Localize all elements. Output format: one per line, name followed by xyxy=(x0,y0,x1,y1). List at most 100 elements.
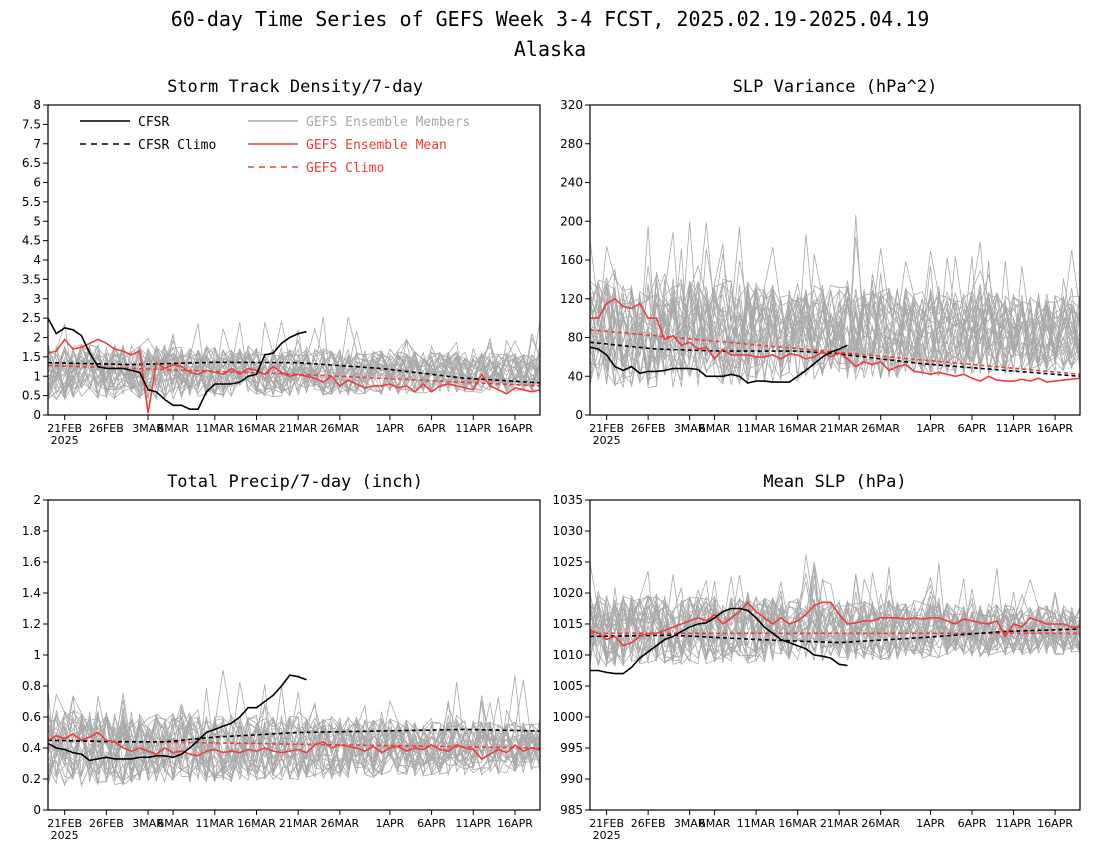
ensemble-member-line xyxy=(47,703,541,783)
x-tick-label: 16APR xyxy=(497,422,533,435)
x-tick-label: 21MAR xyxy=(820,817,859,830)
x-tick-label: 11MAR xyxy=(737,817,776,830)
legend: CFSR CFSR Climo GEFS Ensemble Members GE… xyxy=(80,115,470,176)
y-tick-label: 1 xyxy=(33,369,41,383)
ensemble-member-line xyxy=(47,712,541,782)
ensemble-member-line xyxy=(589,587,1081,668)
main-subtitle: Alaska xyxy=(514,37,586,61)
x-tick-label: 16MAR xyxy=(237,422,276,435)
y-tick-label: 1.2 xyxy=(22,617,41,631)
x-tick-label: 16APR xyxy=(1037,817,1073,830)
x-tick-label: 21FEB xyxy=(589,422,624,435)
x-tick-label: 3MAR xyxy=(674,422,706,435)
x-tick-label: 21FEB xyxy=(47,422,82,435)
gefs-ensemble-mean-line xyxy=(47,731,541,760)
x-tick-label: 11MAR xyxy=(195,422,234,435)
panel-mean-slp: Mean SLP (hPa) 985 990 995 1000 1005 1010 1015… xyxy=(552,472,1081,842)
plot-area xyxy=(589,554,1081,675)
x-tick-label: 6MAR xyxy=(157,817,189,830)
y-tick-label: 6 xyxy=(33,176,41,190)
x-tick-label: 6MAR xyxy=(699,422,731,435)
y-tick-label: 0 xyxy=(575,408,583,422)
y-tick-label: 8 xyxy=(33,98,41,112)
y-tick-label: 40 xyxy=(568,369,583,383)
cfsr-line xyxy=(47,317,307,411)
x-tick-label: 21FEB xyxy=(589,817,624,830)
gefs-ensemble-mean-line xyxy=(590,297,1081,383)
y-tick-label: 985 xyxy=(560,803,583,817)
y-tick-label: 7 xyxy=(33,137,41,151)
y-tick-label: 320 xyxy=(560,98,583,112)
y-tick-label: 7.5 xyxy=(22,117,41,131)
ensemble-member-line xyxy=(589,278,1081,381)
y-tick-label: 1.8 xyxy=(22,524,41,538)
x-tick-label: 3MAR xyxy=(132,817,164,830)
x-tick-label: 1APR xyxy=(916,817,945,830)
cfsr-line xyxy=(589,344,848,384)
panel-slp-variance: SLP Variance (hPa^2) 0 40 80 120 160 200 240 28… xyxy=(560,77,1081,447)
legend-cfsr-climo-label: CFSR Climo xyxy=(138,138,216,153)
x-tick-label: 1APR xyxy=(916,422,945,435)
panel-total-precip: Total Precip/7-day (inch) 0 0.2 0.4 0.6 0.8 1… xyxy=(22,472,541,842)
plot-area xyxy=(47,316,541,414)
ensemble-member-line xyxy=(47,690,541,780)
x-tick-label: 26MAR xyxy=(861,422,900,435)
ensemble-member-line xyxy=(47,323,541,395)
x-tick-label: 26MAR xyxy=(861,817,900,830)
x-year-label: 2025 xyxy=(593,829,621,842)
gefs-ensemble-mean-line xyxy=(589,601,1080,647)
legend-gefs-climo-label: GEFS Climo xyxy=(306,161,384,176)
x-tick-label: 6APR xyxy=(958,422,987,435)
x-tick-label: 16MAR xyxy=(778,422,817,435)
y-tick-label: 1005 xyxy=(552,679,583,693)
x-tick-label: 11APR xyxy=(996,422,1032,435)
ensemble-member-line xyxy=(47,715,541,786)
y-tick-label: 2 xyxy=(33,331,41,345)
y-tick-label: 6.5 xyxy=(22,156,41,170)
gefs-climo-line xyxy=(589,329,1081,376)
x-tick-label: 26FEB xyxy=(631,817,666,830)
x-tick-label: 11APR xyxy=(996,817,1032,830)
ensemble-member-line xyxy=(47,695,541,781)
y-tick-label: 1.4 xyxy=(22,586,41,600)
y-tick-label: 5 xyxy=(33,214,41,228)
ensemble-member-line xyxy=(589,275,1081,381)
x-tick-label: 21FEB xyxy=(47,817,82,830)
ensemble-member-line xyxy=(47,343,541,397)
y-tick-label: 0.4 xyxy=(22,741,41,755)
y-tick-label: 3 xyxy=(33,292,41,306)
x-tick-label: 11APR xyxy=(455,817,491,830)
x-tick-label: 11APR xyxy=(455,422,491,435)
y-tick-label: 240 xyxy=(560,176,583,190)
x-tick-label: 16APR xyxy=(497,817,533,830)
x-tick-label: 21MAR xyxy=(279,817,318,830)
ensemble-member-line xyxy=(47,699,541,784)
y-tick-label: 995 xyxy=(560,741,583,755)
y-tick-label: 1000 xyxy=(552,710,583,724)
y-tick-label: 200 xyxy=(560,214,583,228)
y-tick-label: 160 xyxy=(560,253,583,267)
cfsr-climo-line xyxy=(589,628,1081,644)
x-tick-label: 26FEB xyxy=(631,422,666,435)
y-tick-label: 2 xyxy=(33,493,41,507)
panel-title: Storm Track Density/7-day xyxy=(167,77,423,97)
main-title: 60-day Time Series of GEFS Week 3-4 FCST… xyxy=(171,7,930,31)
y-tick-label: 1.5 xyxy=(22,350,41,364)
x-tick-label: 3MAR xyxy=(132,422,164,435)
y-tick-label: 0 xyxy=(33,803,41,817)
x-year-label: 2025 xyxy=(51,434,79,447)
x-year-label: 2025 xyxy=(593,434,621,447)
ensemble-member-line xyxy=(47,316,541,401)
y-tick-label: 120 xyxy=(560,292,583,306)
y-tick-label: 1015 xyxy=(552,617,583,631)
y-tick-label: 2.5 xyxy=(22,311,41,325)
y-tick-label: 0.2 xyxy=(22,772,41,786)
x-tick-label: 1APR xyxy=(375,422,404,435)
x-tick-label: 6APR xyxy=(417,817,446,830)
ensemble-member-line xyxy=(589,256,1081,385)
x-tick-label: 3MAR xyxy=(674,817,706,830)
y-tick-label: 4.5 xyxy=(22,234,41,248)
y-tick-label: 0.8 xyxy=(22,679,41,693)
panel-storm-track: Storm Track Density/7-day 0 0.5 1 1.5 2 2.5 3 3… xyxy=(22,77,541,447)
